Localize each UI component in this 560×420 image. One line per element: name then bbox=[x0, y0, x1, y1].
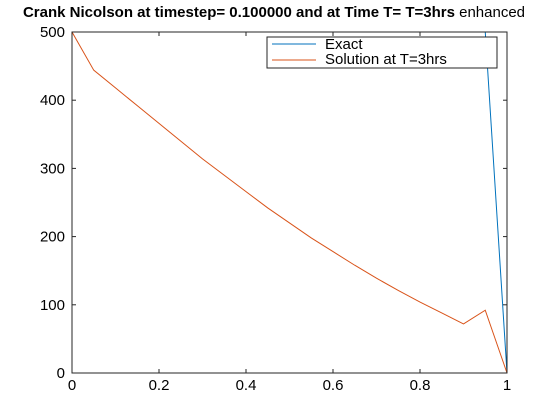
legend[interactable]: Exact Solution at T=3hrs bbox=[266, 36, 498, 69]
legend-label-solution: Solution at T=3hrs bbox=[325, 51, 447, 68]
x-tick-label: 1 bbox=[503, 377, 511, 394]
chart-title: Crank Nicolson at timestep= 0.100000 and… bbox=[23, 4, 525, 21]
y-tick-label: 400 bbox=[40, 92, 65, 109]
series-line-1 bbox=[71, 31, 508, 374]
x-tick-label: 0 bbox=[68, 377, 76, 394]
y-tick-label: 200 bbox=[40, 229, 65, 246]
x-tick-label: 0.6 bbox=[323, 377, 344, 394]
legend-box bbox=[266, 36, 498, 69]
y-tick-label: 500 bbox=[40, 24, 65, 41]
plot-area bbox=[72, 32, 507, 373]
chart-title-suffix: enhanced bbox=[455, 4, 525, 21]
x-tick-label: 0.4 bbox=[236, 377, 257, 394]
y-tick-label: 300 bbox=[40, 160, 65, 177]
y-tick-label: 0 bbox=[57, 365, 65, 382]
axes-box bbox=[71, 31, 508, 374]
chart-title-main: Crank Nicolson at timestep= 0.100000 and… bbox=[23, 4, 455, 21]
x-tick-label: 0.8 bbox=[410, 377, 431, 394]
ticks-layer: 0 0.2 0.4 0.6 0.8 1 0 100 200 300 400 500 bbox=[40, 24, 511, 394]
y-tick-label: 100 bbox=[40, 297, 65, 314]
legend-label-exact: Exact bbox=[325, 36, 363, 53]
x-tick-label: 0.2 bbox=[149, 377, 170, 394]
